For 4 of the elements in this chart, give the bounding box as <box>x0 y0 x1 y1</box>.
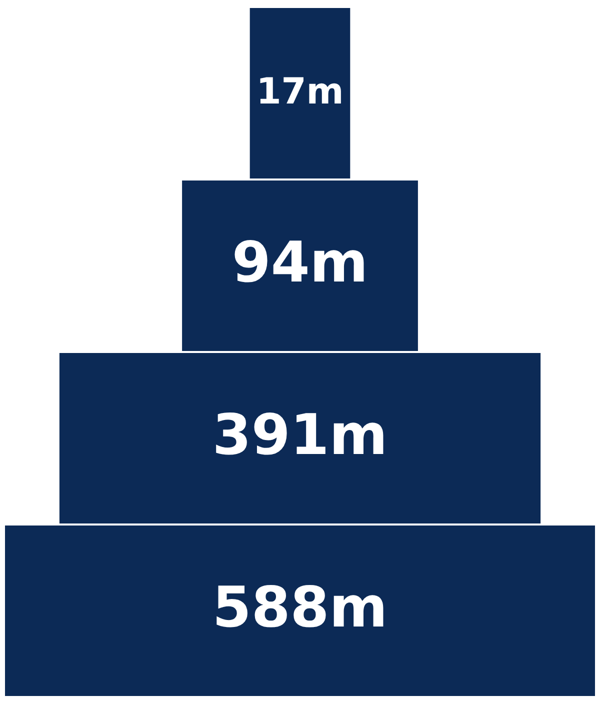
data-label: 94m <box>232 230 368 296</box>
data-label: 588m <box>212 575 388 640</box>
data-label: 17m <box>256 72 344 113</box>
data-label: 391m <box>212 402 388 468</box>
